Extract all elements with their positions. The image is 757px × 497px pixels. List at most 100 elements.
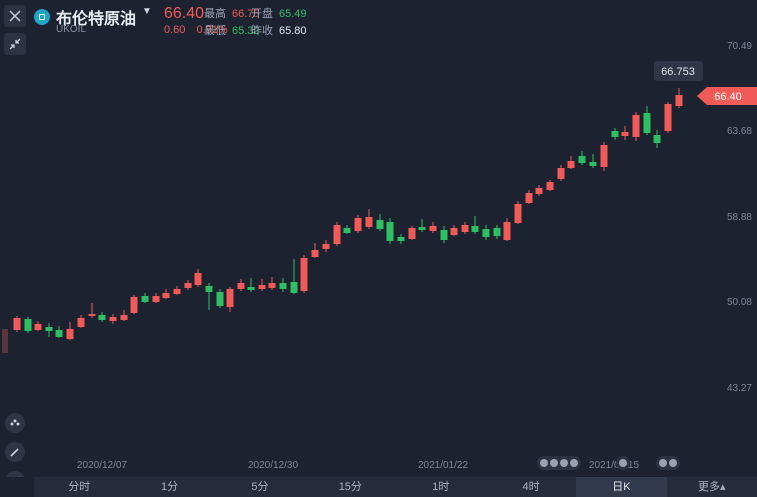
indicator-tool-button[interactable] bbox=[5, 413, 25, 433]
candle[interactable] bbox=[194, 269, 202, 287]
candle[interactable] bbox=[611, 128, 619, 140]
candle[interactable] bbox=[643, 106, 651, 135]
y-tick-label: 43.27 bbox=[727, 383, 752, 394]
candle[interactable] bbox=[55, 326, 63, 338]
candle[interactable] bbox=[130, 295, 138, 314]
candle[interactable] bbox=[184, 280, 192, 290]
candle[interactable] bbox=[109, 314, 117, 324]
candle[interactable] bbox=[77, 315, 85, 328]
tab-timeshare[interactable]: 分时 bbox=[68, 481, 91, 493]
candle[interactable] bbox=[290, 259, 298, 294]
candlestick-chart[interactable]: 70.49 63.68 58.88 50.08 43.27 2020/12/07 2020… bbox=[0, 0, 757, 477]
candle[interactable] bbox=[247, 278, 255, 292]
candle[interactable] bbox=[279, 278, 287, 292]
candle[interactable] bbox=[386, 218, 394, 244]
candle[interactable] bbox=[503, 218, 511, 241]
candle[interactable] bbox=[237, 279, 245, 291]
instrument-title[interactable]: 布伦特原油 bbox=[56, 11, 137, 28]
current-price-tag: 66.40 bbox=[697, 87, 757, 105]
candle[interactable] bbox=[66, 322, 74, 340]
stat-high: 最高 66.75 bbox=[204, 8, 260, 20]
x-tick-label: 2021/01/22 bbox=[418, 460, 468, 471]
candle[interactable] bbox=[546, 180, 554, 191]
candle[interactable] bbox=[98, 312, 106, 322]
candle[interactable] bbox=[322, 240, 330, 252]
y-tick-label: 63.68 bbox=[727, 126, 752, 137]
scroll-pager-right[interactable] bbox=[656, 456, 680, 470]
x-tick-label: 2021/02/15 bbox=[589, 460, 639, 471]
collapse-button[interactable] bbox=[4, 33, 26, 55]
candle[interactable] bbox=[45, 323, 53, 337]
candle[interactable] bbox=[376, 214, 384, 231]
draw-tool-button[interactable] bbox=[5, 442, 25, 462]
candle[interactable] bbox=[354, 215, 362, 233]
candle[interactable] bbox=[173, 286, 181, 295]
scroll-pager-left[interactable] bbox=[537, 456, 581, 470]
candle[interactable] bbox=[664, 102, 672, 133]
dots-indicator-icon bbox=[10, 419, 20, 426]
candle[interactable] bbox=[567, 156, 575, 169]
candle[interactable] bbox=[450, 225, 458, 236]
stat-open: 开盘 65.49 bbox=[251, 8, 307, 20]
candle[interactable] bbox=[493, 225, 501, 239]
candle[interactable] bbox=[471, 216, 479, 234]
candle[interactable] bbox=[408, 226, 416, 240]
tab-5min[interactable]: 5分 bbox=[251, 481, 269, 493]
candle[interactable] bbox=[600, 142, 608, 171]
candle[interactable] bbox=[120, 310, 128, 321]
candle[interactable] bbox=[589, 154, 597, 168]
tab-daily[interactable]: 日K bbox=[576, 477, 667, 497]
candle[interactable] bbox=[152, 293, 160, 303]
tab-more[interactable]: 更多▴ bbox=[698, 481, 726, 493]
instrument-symbol: UKOIL bbox=[56, 24, 87, 35]
instrument-logo-icon bbox=[34, 9, 50, 25]
candle[interactable] bbox=[226, 287, 234, 312]
tab-1min[interactable]: 1分 bbox=[161, 481, 179, 493]
pager-dot bbox=[669, 459, 677, 467]
candle[interactable] bbox=[557, 165, 565, 181]
candle[interactable] bbox=[300, 255, 308, 293]
tab-1hour[interactable]: 1时 bbox=[432, 481, 450, 493]
chevron-down-icon[interactable]: ▼ bbox=[142, 6, 152, 17]
candle[interactable] bbox=[258, 279, 266, 291]
candle[interactable] bbox=[418, 219, 426, 232]
candle[interactable] bbox=[535, 185, 543, 196]
candle[interactable] bbox=[397, 234, 405, 244]
y-tick-label: 58.88 bbox=[727, 212, 752, 223]
current-price-value: 66.40 bbox=[714, 91, 742, 103]
candle[interactable] bbox=[88, 303, 96, 318]
candle[interactable] bbox=[24, 317, 32, 333]
candle[interactable] bbox=[365, 209, 373, 229]
candle[interactable] bbox=[205, 283, 213, 310]
candle[interactable] bbox=[621, 126, 629, 140]
last-price: 66.40 bbox=[164, 5, 205, 22]
candle[interactable] bbox=[675, 88, 683, 108]
tab-15min[interactable]: 15分 bbox=[338, 481, 362, 493]
pager-dot bbox=[659, 459, 667, 467]
candle[interactable] bbox=[34, 321, 42, 331]
close-button[interactable] bbox=[4, 5, 26, 27]
candle[interactable] bbox=[343, 225, 351, 234]
candle[interactable] bbox=[216, 289, 224, 308]
stat-prev-close: 昨收 65.80 bbox=[251, 25, 307, 37]
candle[interactable] bbox=[268, 277, 276, 290]
collapse-arrows-icon bbox=[9, 38, 21, 50]
candle[interactable] bbox=[13, 316, 21, 332]
tab-4hour[interactable]: 4时 bbox=[522, 481, 540, 493]
candle[interactable] bbox=[333, 222, 341, 246]
candle[interactable] bbox=[461, 222, 469, 234]
candle[interactable] bbox=[482, 225, 490, 240]
candle[interactable] bbox=[653, 130, 661, 148]
stat-low: 最低 65.32 bbox=[204, 25, 260, 37]
candle[interactable] bbox=[578, 151, 586, 165]
candle[interactable] bbox=[429, 222, 437, 233]
candle[interactable] bbox=[162, 289, 170, 299]
scroll-pager-center[interactable] bbox=[616, 456, 630, 470]
candle[interactable] bbox=[141, 293, 149, 303]
candle[interactable] bbox=[440, 226, 448, 243]
candle[interactable] bbox=[514, 201, 522, 224]
candle[interactable] bbox=[525, 190, 533, 204]
candle[interactable] bbox=[311, 243, 319, 258]
pager-dot bbox=[619, 459, 627, 467]
candle[interactable] bbox=[632, 112, 640, 141]
